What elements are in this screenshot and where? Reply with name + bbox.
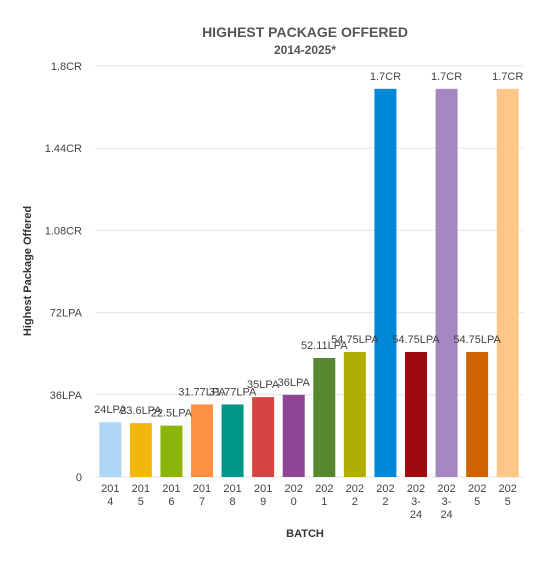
- bar[interactable]: [496, 88, 519, 477]
- data-label: 54.75LPA: [331, 334, 379, 346]
- data-label: 31.77LPA: [178, 386, 226, 398]
- x-tick-label: 201 7: [193, 483, 211, 508]
- data-label: 35LPA: [247, 379, 280, 391]
- bar[interactable]: [313, 358, 336, 477]
- x-tick-label: 202 2: [376, 483, 394, 508]
- data-label: 54.75LPA: [392, 334, 440, 346]
- x-tick-label: 202 5: [468, 483, 486, 508]
- bar[interactable]: [466, 351, 489, 477]
- x-tick-label: 202 5: [499, 483, 517, 508]
- y-axis-title: Highest Package Offered: [22, 206, 34, 336]
- x-tick-label: 201 8: [223, 483, 241, 508]
- bar[interactable]: [374, 88, 397, 477]
- data-label: 54.75LPA: [453, 334, 501, 346]
- x-tick-label: 201 6: [162, 483, 180, 508]
- data-label: 24LPA: [94, 404, 127, 416]
- x-tick-label: 202 1: [315, 483, 333, 508]
- chart-title: HIGHEST PACKAGE OFFERED: [202, 24, 408, 40]
- data-label: 52.11LPA: [301, 340, 348, 352]
- x-axis-ticks: 201 4 201 5 201 6 201 7 201 8 201 9 202 0 202 1 202 2 202 2…: [101, 483, 517, 521]
- y-tick-label: 1.08CR: [45, 225, 82, 237]
- bar[interactable]: [129, 423, 152, 477]
- bar[interactable]: [435, 88, 458, 477]
- bar[interactable]: [252, 397, 275, 477]
- x-tick-label: 202 3-24: [407, 483, 425, 521]
- bar[interactable]: [160, 425, 183, 477]
- bar[interactable]: [282, 394, 305, 477]
- x-tick-label: 202 0: [285, 483, 303, 508]
- x-tick-label: 201 5: [132, 483, 150, 508]
- bars-group: [99, 88, 519, 477]
- bar[interactable]: [221, 404, 244, 477]
- bar[interactable]: [405, 351, 427, 477]
- bar[interactable]: [99, 422, 122, 477]
- data-label: 1.7CR: [492, 71, 523, 83]
- data-label: 1.7CR: [370, 71, 401, 83]
- y-tick-label: 1.44CR: [45, 143, 82, 155]
- data-label: 36LPA: [278, 377, 311, 389]
- y-tick-label: 36LPA: [50, 390, 83, 402]
- y-axis-ticks: 0 36LPA 72LPA 1.08CR 1.44CR 1.8CR: [45, 61, 83, 484]
- data-label: 22.5LPA: [151, 408, 193, 420]
- data-label: 1.7CR: [431, 71, 462, 83]
- x-tick-label: 202 3-24: [437, 483, 455, 521]
- y-tick-label: 0: [76, 472, 82, 484]
- bar[interactable]: [191, 404, 213, 477]
- data-label: 31.77LPA: [209, 386, 257, 398]
- y-tick-label: 72LPA: [50, 308, 83, 320]
- x-axis-title: BATCH: [286, 528, 324, 540]
- data-label: 23.6LPA: [120, 405, 162, 417]
- x-tick-label: 202 2: [346, 483, 364, 508]
- x-tick-label: 201 9: [254, 483, 272, 508]
- y-tick-label: 1.8CR: [51, 61, 82, 73]
- bar[interactable]: [343, 351, 366, 477]
- chart-subtitle: 2014-2025*: [274, 43, 336, 57]
- data-labels-group: 24LPA23.6LPA22.5LPA31.77LPA31.77LPA35LPA…: [94, 71, 523, 420]
- x-tick-label: 201 4: [101, 483, 119, 508]
